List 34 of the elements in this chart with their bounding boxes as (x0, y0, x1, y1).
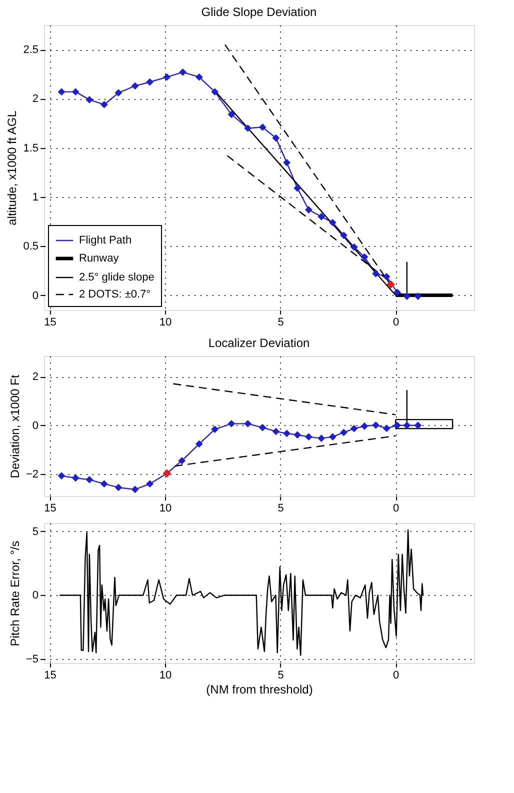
y-tick-label: 2 (32, 93, 38, 106)
x-tick-label: 5 (278, 670, 284, 682)
y-tick-label: 1 (32, 191, 38, 204)
y-tick-label: 0 (32, 590, 38, 602)
x-tick-label: 10 (159, 670, 172, 682)
y-tick-label: 2 (32, 371, 38, 384)
legend-label: Flight Path (79, 234, 132, 246)
y-axis-title: Pitch Rate Error, °/s (8, 540, 22, 646)
y-tick-label: 2.5 (23, 44, 38, 56)
legend-label: Runway (79, 252, 120, 264)
x-tick-label: 15 (44, 502, 56, 514)
chart-title: Glide Slope Deviation (201, 5, 317, 19)
y-tick-label: 0 (32, 420, 38, 432)
x-tick-label: 5 (278, 316, 284, 328)
y-axis-title: altitude, x1000 ft AGL (5, 110, 20, 226)
x-tick-label: 0 (393, 670, 400, 682)
x-tick-label: 15 (44, 670, 56, 682)
chart-title: Localizer Deviation (208, 336, 310, 350)
x-tick-label: 0 (393, 502, 400, 514)
y-tick-label: −5 (26, 654, 38, 666)
x-axis-title: (NM from threshold) (206, 682, 313, 696)
x-tick-label: 0 (393, 316, 400, 328)
y-tick-label: 1.5 (23, 142, 38, 154)
y-tick-label: −2 (26, 468, 38, 481)
y-tick-label: 0 (32, 290, 38, 302)
x-tick-label: 15 (44, 316, 56, 328)
legend-label: 2.5° glide slope (79, 272, 154, 284)
y-tick-label: 0.5 (23, 240, 38, 253)
x-tick-label: 5 (278, 502, 284, 514)
x-tick-label: 10 (159, 502, 172, 514)
legend-label: 2 DOTS: ±0.7° (79, 288, 151, 300)
y-axis-title: Deviation, x1000 Ft (8, 374, 22, 478)
y-tick-label: 5 (32, 526, 38, 538)
x-tick-label: 10 (159, 316, 172, 328)
